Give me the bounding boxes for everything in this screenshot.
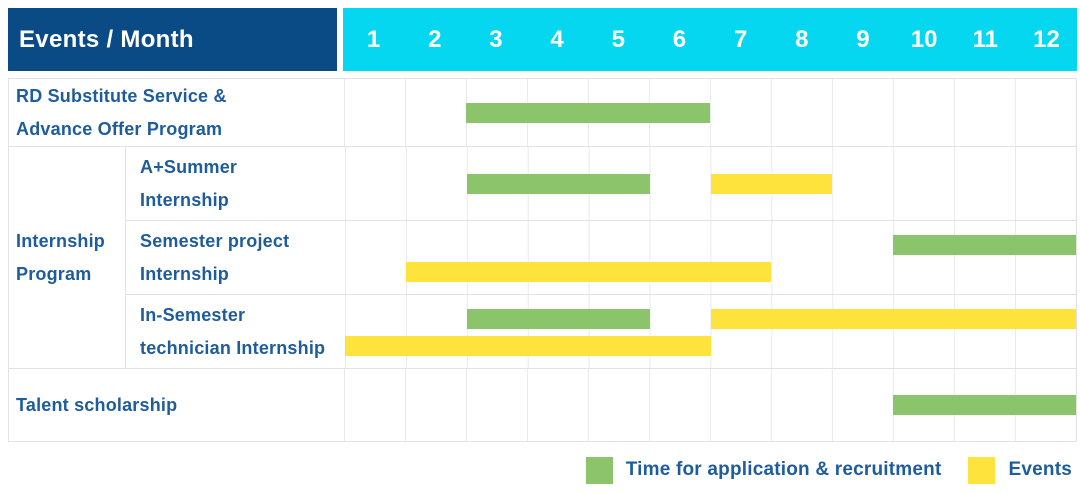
- month-header-cell: 7: [733, 25, 748, 53]
- table-row-a-summer-internship: A+Summer Internship: [126, 147, 1076, 220]
- label-line: Internship: [140, 189, 230, 210]
- month-header-cell: 4: [550, 25, 564, 53]
- month-grid-cell: [345, 147, 1076, 220]
- row-label-rd-substitute: RD Substitute Service & Advance Offer Pro…: [9, 79, 344, 146]
- events-bar: [405, 262, 772, 282]
- legend-item-application: Time for application & recruitment: [585, 456, 942, 484]
- label-line: Semester project: [140, 230, 290, 251]
- row-label-a-summer-internship: A+Summer Internship: [126, 147, 345, 220]
- month-grid-cell: [344, 79, 1076, 146]
- application-recruitment-bar: [466, 309, 650, 329]
- label-line: Internship: [140, 263, 230, 284]
- label-line: Advance Offer Program: [16, 118, 223, 139]
- table-row-in-semester-technician-internship: In-Semester technician Internship: [126, 294, 1076, 368]
- label-line: Internship: [16, 230, 106, 251]
- label-line: Talent scholarship: [16, 394, 178, 415]
- table-title: Events / Month: [19, 25, 194, 53]
- legend-label: Events: [1008, 459, 1072, 480]
- label-line: technician Internship: [140, 337, 326, 358]
- application-recruitment-bar: [466, 173, 650, 194]
- legend: Time for application & recruitment Events: [585, 450, 1072, 490]
- month-grid-cell: [345, 221, 1076, 294]
- month-header-cell: 2: [428, 25, 442, 53]
- header-divider: [337, 8, 343, 71]
- month-grid-cell: [344, 369, 1076, 441]
- label-line: RD Substitute Service &: [16, 85, 227, 106]
- month-header-cell: 1: [366, 25, 381, 53]
- internship-program-rows: A+Summer Internship Semester project Intern…: [125, 147, 1076, 368]
- month-header-cell: 5: [611, 25, 625, 53]
- yellow-swatch-icon: [968, 456, 996, 484]
- internship-program-group: Internship Program A+Summer Internship Semes…: [9, 146, 1076, 368]
- table-row-talent-scholarship: Talent scholarship: [9, 368, 1076, 441]
- table-row-semester-project-internship: Semester project Internship: [126, 220, 1076, 294]
- month-header-cell: 8: [795, 25, 809, 53]
- group-label-internship-program: Internship Program: [9, 147, 125, 368]
- green-swatch-icon: [585, 456, 613, 484]
- month-header-row: 1 2 3 4 5 6 7 8 9 10 11 12: [343, 8, 1077, 71]
- month-header-cell: 12: [1033, 25, 1060, 53]
- month-header-cell: 9: [856, 25, 870, 53]
- application-recruitment-bar: [893, 395, 1076, 415]
- month-header-cell: 3: [489, 25, 503, 53]
- label-line: Program: [16, 263, 92, 284]
- events-month-gantt-table: Events / Month 1 2 3 4 5 6 7 8 9 10 11 12 RD Substi…: [8, 8, 1077, 442]
- events-bar: [710, 309, 1076, 329]
- month-grid-cell: [345, 295, 1076, 368]
- events-month-header-cell: Events / Month: [8, 8, 337, 71]
- row-label-semester-project-internship: Semester project Internship: [126, 221, 345, 294]
- row-label-talent-scholarship: Talent scholarship: [9, 369, 344, 441]
- events-bar: [710, 173, 833, 194]
- table-body: RD Substitute Service & Advance Offer Pro…: [8, 78, 1077, 442]
- table-header-row: Events / Month 1 2 3 4 5 6 7 8 9 10 11 12: [8, 8, 1077, 71]
- legend-label: Time for application & recruitment: [625, 459, 942, 480]
- application-recruitment-bar: [893, 235, 1076, 255]
- legend-item-events: Events: [968, 456, 1072, 484]
- month-header-cell: 10: [910, 25, 938, 53]
- application-recruitment-bar: [466, 102, 710, 123]
- label-line: A+Summer: [140, 156, 238, 177]
- month-header-cell: 6: [672, 25, 687, 53]
- row-label-in-semester-technician-internship: In-Semester technician Internship: [126, 295, 345, 368]
- events-bar: [345, 336, 711, 356]
- table-row-rd-substitute: RD Substitute Service & Advance Offer Pro…: [9, 79, 1076, 146]
- label-line: In-Semester: [140, 304, 246, 325]
- month-header-cell: 11: [972, 25, 998, 53]
